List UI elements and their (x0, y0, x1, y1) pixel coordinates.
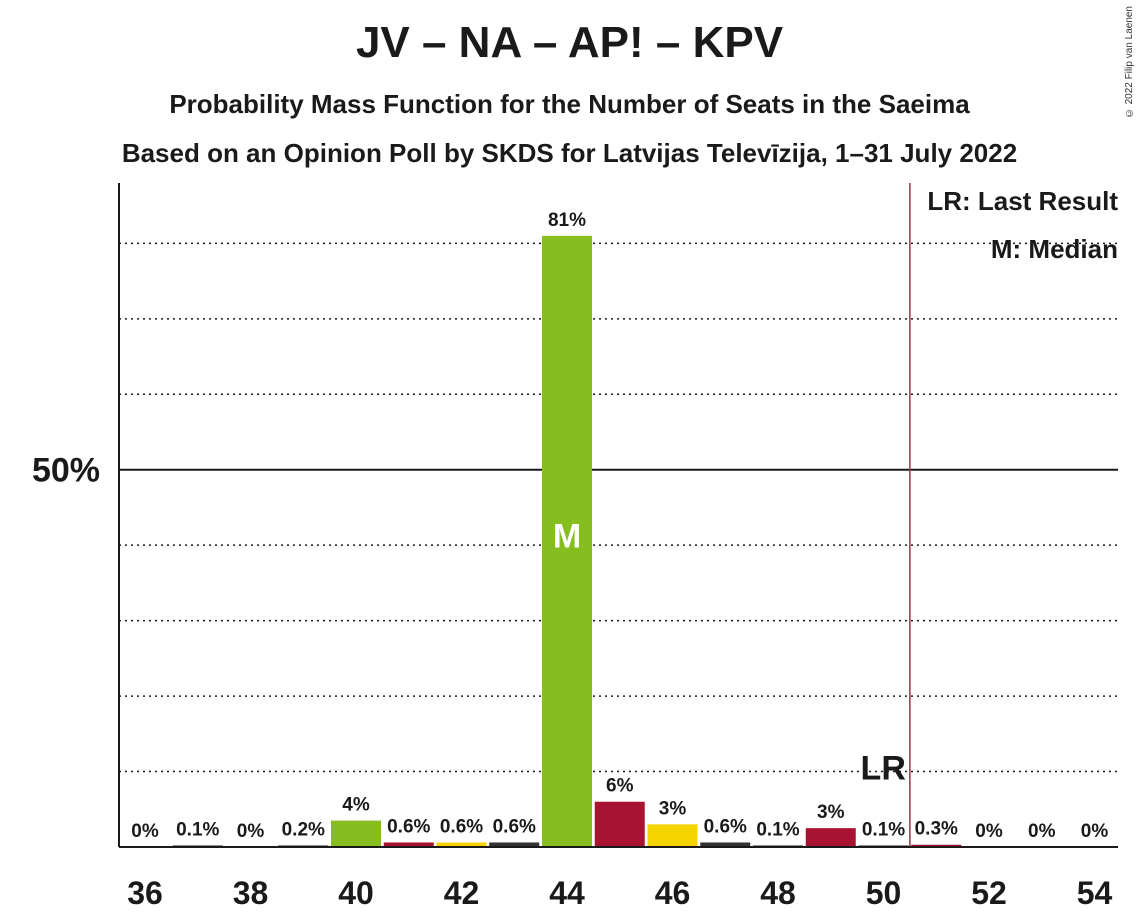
x-tick-label-50: 50 (866, 875, 902, 911)
bar-label-seat-53: 0% (1028, 821, 1056, 842)
x-tick-label-54: 54 (1077, 875, 1113, 911)
bar-seat-41 (383, 842, 434, 847)
bar-label-seat-49: 3% (817, 802, 845, 823)
bar-seat-46 (647, 824, 698, 847)
bar-seat-45 (594, 801, 645, 847)
bar-seat-49 (805, 828, 856, 847)
x-tick-label-40: 40 (338, 875, 374, 911)
bar-label-seat-43: 0.6% (493, 816, 536, 837)
bar-label-seat-45: 6% (606, 776, 634, 797)
x-tick-label-44: 44 (549, 875, 585, 911)
bar-seat-42 (436, 842, 487, 847)
bar-label-seat-50: 0.1% (862, 820, 905, 841)
bar-label-seat-37: 0.1% (176, 820, 219, 841)
chart-subtitle-source: Based on an Opinion Poll by SKDS for Lat… (121, 138, 1018, 168)
bar-label-seat-41: 0.6% (387, 816, 430, 837)
x-tick-label-52: 52 (971, 875, 1007, 911)
bar-label-seat-51: 0.3% (915, 819, 958, 840)
legend-last-result: LR: Last Result (927, 186, 1118, 216)
bar-label-seat-52: 0% (975, 821, 1003, 842)
median-marker: M (553, 518, 581, 556)
x-tick-label-46: 46 (655, 875, 691, 911)
bar-label-seat-47: 0.6% (704, 816, 747, 837)
x-tick-label-42: 42 (444, 875, 480, 911)
bar-label-seat-54: 0% (1081, 821, 1109, 842)
bar-label-seat-38: 0% (237, 821, 265, 842)
bar-label-seat-40: 4% (342, 795, 370, 816)
x-tick-label-38: 38 (233, 875, 269, 911)
chart-subtitle-method: Probability Mass Function for the Number… (169, 89, 970, 119)
bar-seat-44 (542, 235, 592, 847)
legend-median: M: Median (991, 234, 1118, 264)
y-axis-label-50: 50% (32, 452, 100, 490)
x-tick-label-36: 36 (127, 875, 163, 911)
bar-label-seat-39: 0.2% (282, 819, 325, 840)
bar-seat-47 (700, 842, 751, 847)
bar-seat-51 (911, 844, 962, 847)
bar-seat-40 (331, 820, 381, 847)
bar-label-seat-42: 0.6% (440, 816, 483, 837)
bar-seat-43 (489, 842, 540, 847)
bar-label-seat-48: 0.1% (756, 820, 799, 841)
chart-title: JV – NA – AP! – KPV (355, 18, 784, 67)
bar-label-seat-44: 81% (548, 210, 586, 231)
x-tick-label-48: 48 (760, 875, 796, 911)
bar-label-seat-36: 0% (131, 821, 159, 842)
last-result-marker: LR (861, 750, 906, 788)
bar-label-seat-46: 3% (659, 798, 687, 819)
